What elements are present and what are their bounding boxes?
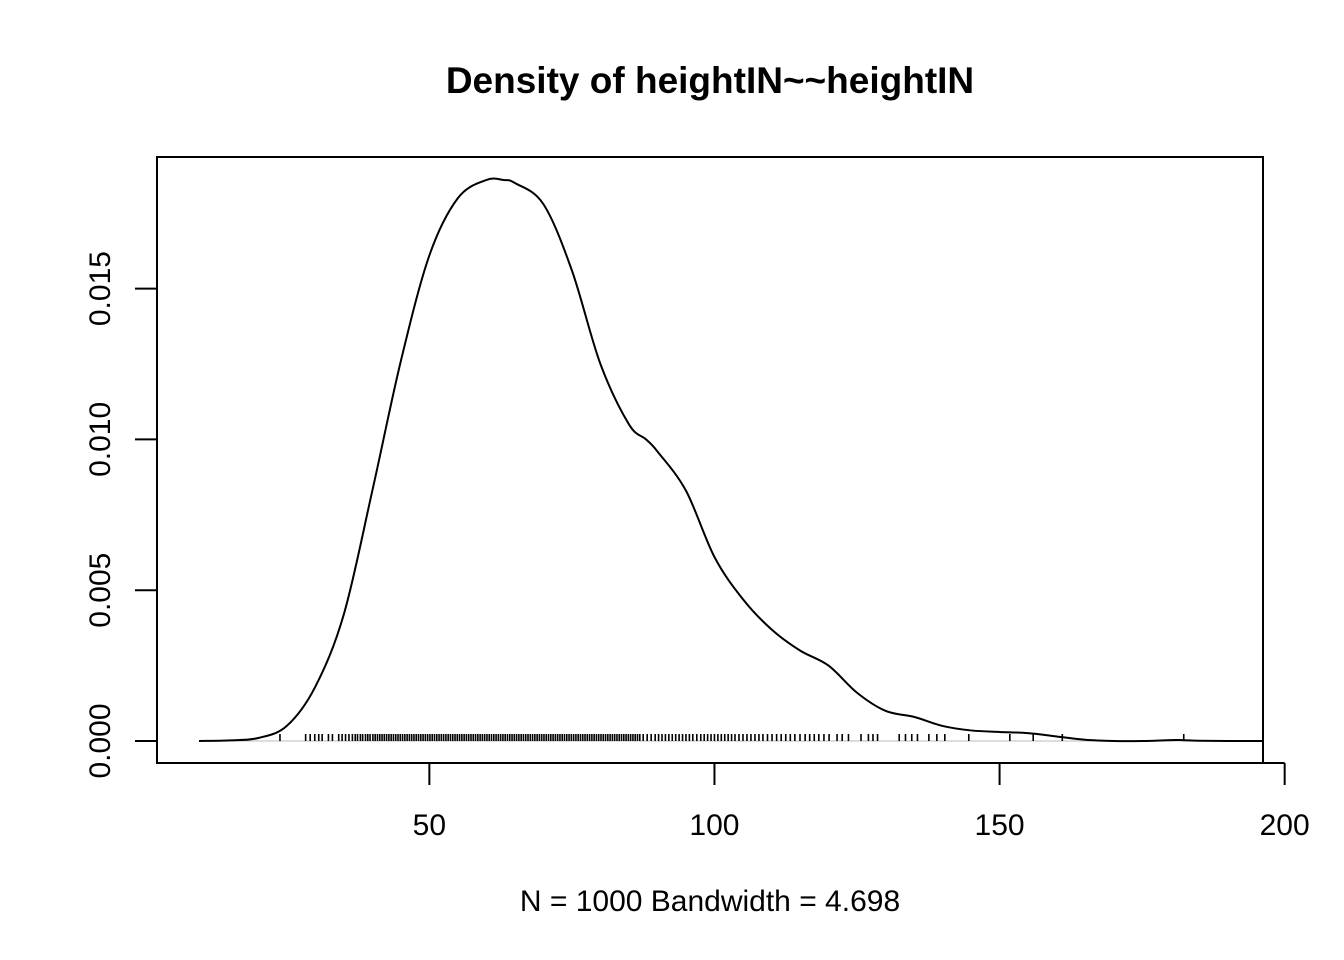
x-axis-label: N = 1000 Bandwidth = 4.698 (520, 885, 900, 918)
rug-marks (279, 734, 1185, 741)
x-tick-label: 200 (1260, 809, 1310, 842)
y-tick-label: 0.005 (84, 553, 117, 628)
density-curve (198, 177, 1264, 743)
y-tick-label: 0.000 (84, 703, 117, 778)
y-tick-label: 0.010 (84, 402, 117, 477)
chart-title: Density of heightIN~~heightIN (446, 60, 974, 101)
x-tick-label: 100 (689, 809, 739, 842)
y-axis: 0.000 0.005 0.010 0.015 (84, 251, 158, 779)
x-tick-label: 50 (413, 809, 446, 842)
x-axis: 50 100 150 200 (413, 762, 1310, 842)
y-tick-label: 0.015 (84, 251, 117, 326)
x-tick-label: 150 (975, 809, 1025, 842)
